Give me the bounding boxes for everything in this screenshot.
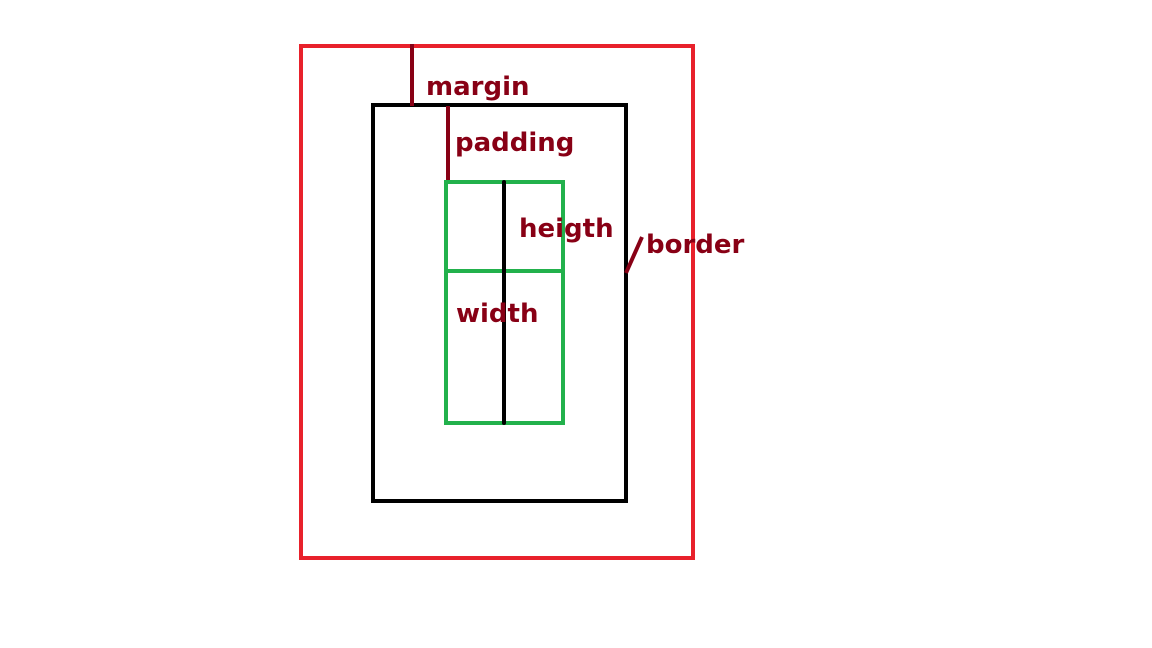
border-label: border: [646, 230, 745, 260]
border-box: [371, 103, 628, 503]
border-indicator-line: [624, 236, 644, 274]
width-label: width: [456, 299, 538, 329]
padding-label: padding: [455, 128, 574, 158]
margin-box: [299, 44, 695, 560]
margin-label: margin: [426, 72, 530, 102]
height-label: heigth: [519, 214, 614, 244]
